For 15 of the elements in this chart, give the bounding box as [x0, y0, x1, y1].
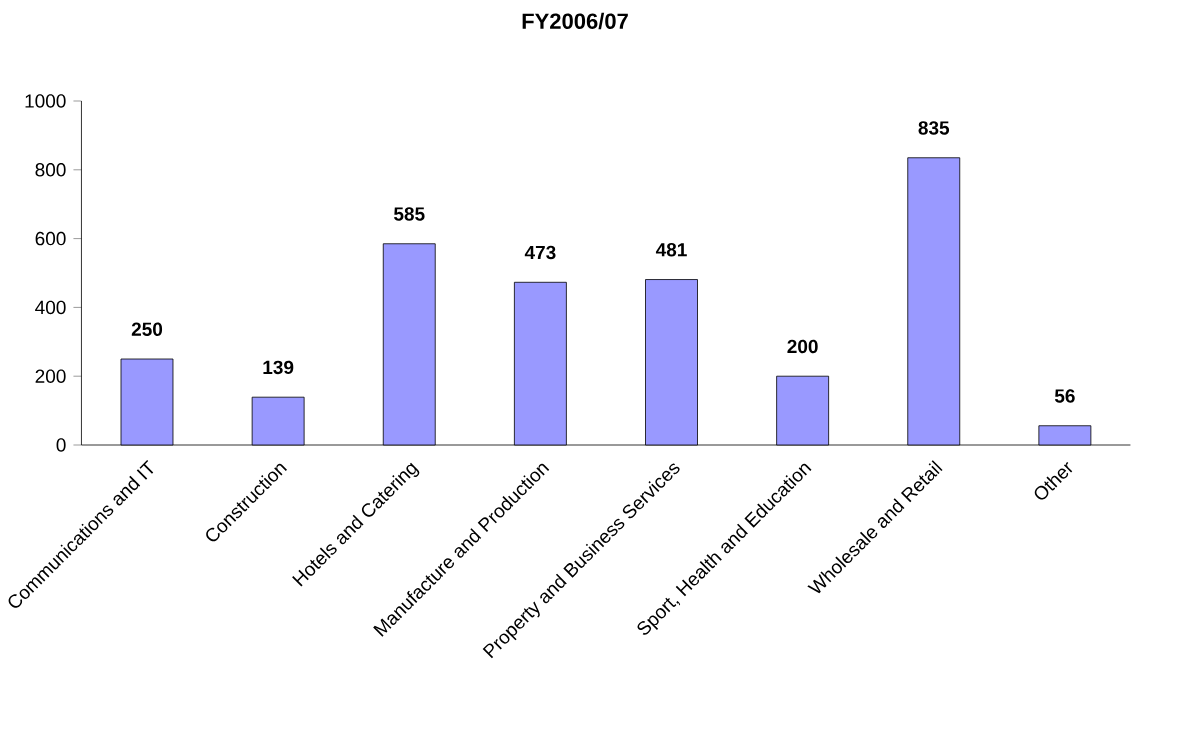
y-tick-label: 1000 — [25, 94, 66, 108]
data-label: 835 — [918, 121, 950, 135]
data-label: 473 — [524, 245, 556, 260]
data-label: 481 — [655, 243, 687, 257]
y-tick-label: 0 — [56, 438, 66, 452]
data-label: 139 — [263, 360, 294, 375]
data-label: 585 — [394, 207, 425, 221]
chart-title: FY2006/07 — [522, 12, 628, 30]
y-tick-label: 400 — [35, 300, 66, 315]
data-label: 56 — [1054, 389, 1075, 403]
data-label: 200 — [787, 339, 818, 354]
data-label: 250 — [131, 322, 163, 336]
y-tick-label: 200 — [35, 369, 66, 383]
y-tick-label: 800 — [35, 163, 66, 177]
y-tick-label: 600 — [35, 231, 66, 246]
